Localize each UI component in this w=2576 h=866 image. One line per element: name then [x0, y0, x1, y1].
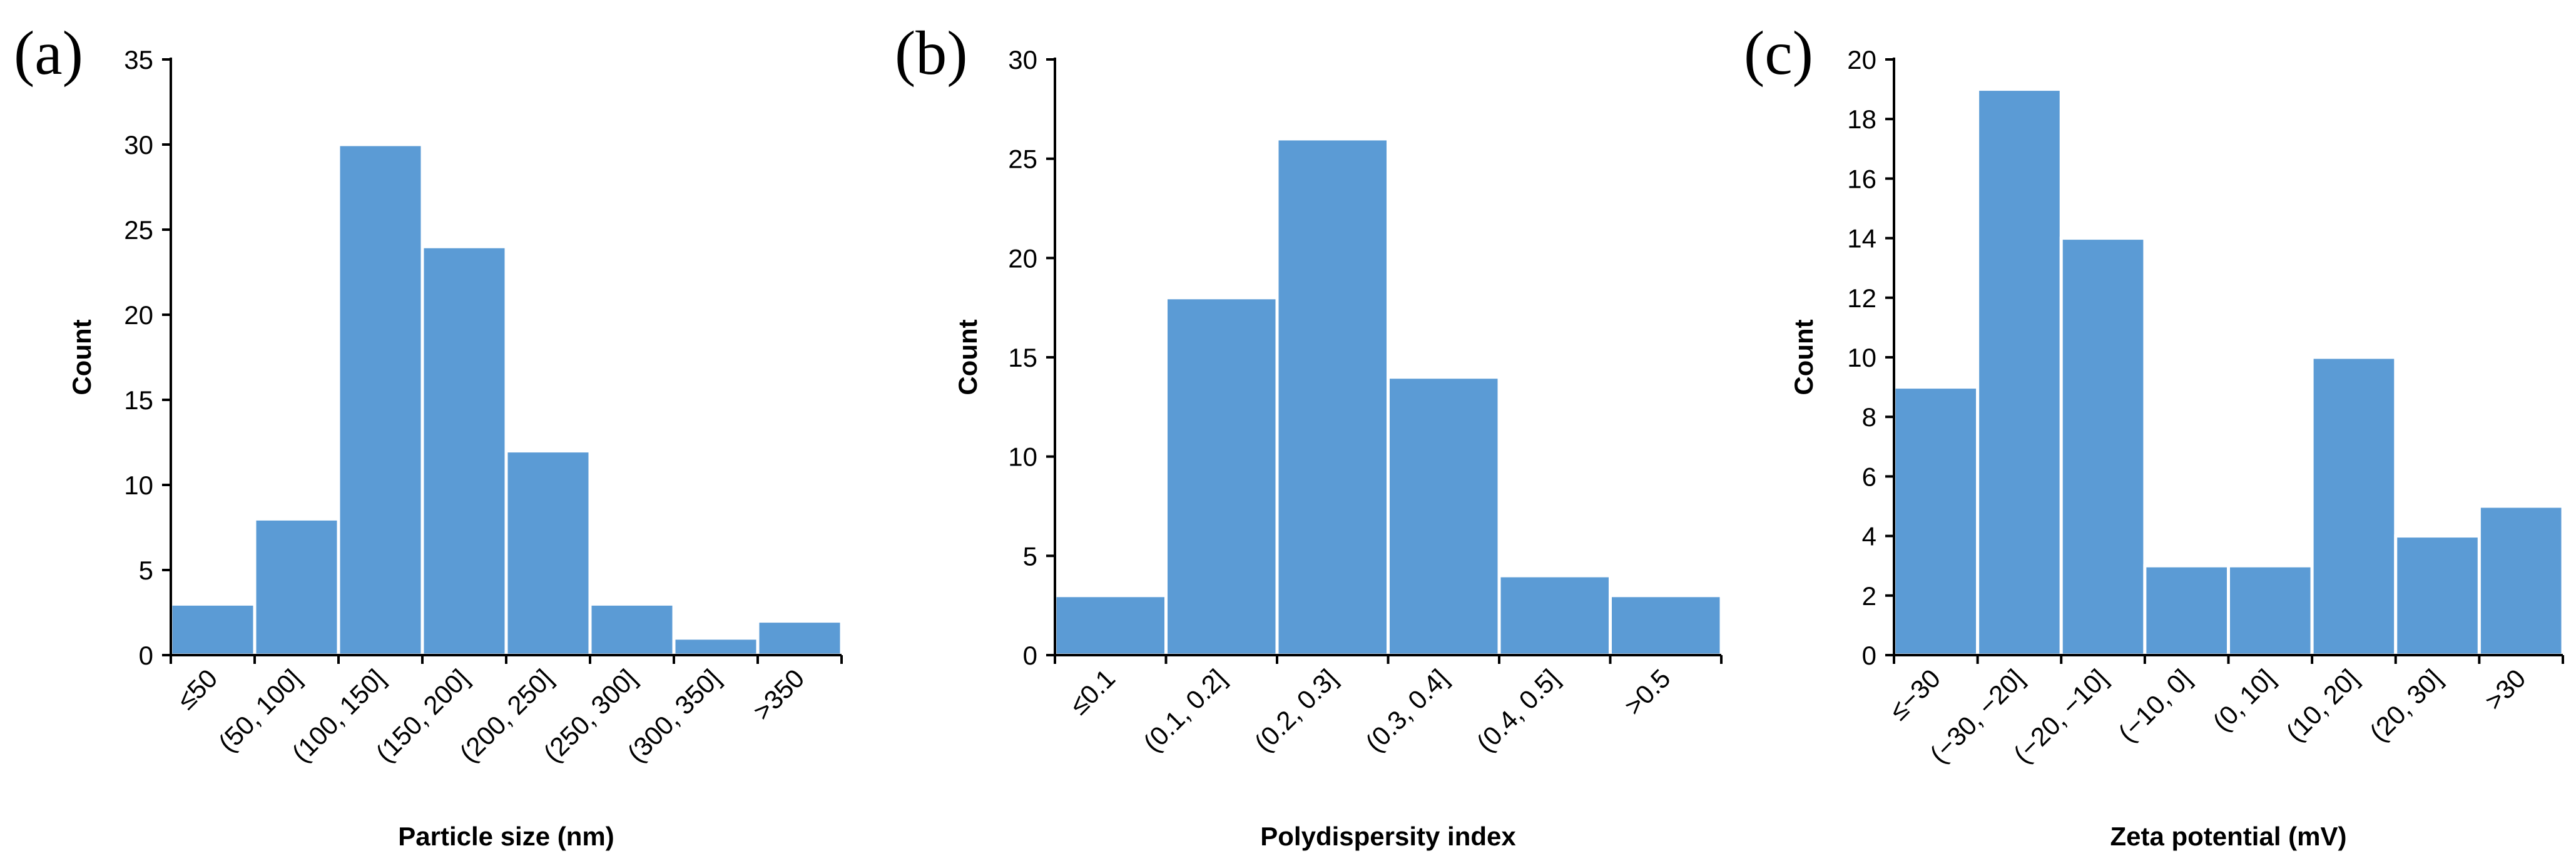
y-tick-label: 20: [1008, 243, 1037, 273]
y-tick-label: 20: [124, 300, 153, 330]
bar: [2227, 564, 2314, 657]
bar: [253, 517, 340, 657]
x-tick-label: (−10, 0]: [2112, 663, 2197, 748]
bar: [504, 449, 592, 657]
y-tick-label: 0: [1862, 641, 1876, 670]
y-tick-label: 4: [1862, 522, 1876, 551]
panel-label: (b): [895, 18, 968, 88]
y-tick-label: 14: [1847, 224, 1876, 253]
y-tick-label: 2: [1862, 581, 1876, 611]
bar: [1497, 574, 1612, 657]
y-tick-label: 0: [139, 641, 153, 670]
y-tick-label: 18: [1847, 104, 1876, 134]
y-tick-label: 0: [1023, 641, 1037, 670]
bar: [1387, 375, 1501, 657]
y-axis-title: Count: [67, 319, 96, 395]
y-axis-title: Count: [1789, 319, 1818, 395]
x-tick-label: >0.5: [1619, 663, 1676, 721]
bar: [169, 602, 257, 657]
bar: [420, 245, 508, 657]
bar: [672, 636, 760, 657]
bar: [1976, 88, 2063, 657]
y-tick-label: 15: [1008, 343, 1037, 372]
x-tick-label: (0.4, 0.5]: [1471, 663, 1565, 757]
bar: [1609, 594, 1723, 657]
y-tick-label: 25: [124, 215, 153, 245]
y-tick-label: 10: [1008, 442, 1037, 472]
panel-label: (a): [14, 18, 83, 88]
bar: [1053, 594, 1168, 657]
x-tick-label: (20, 30]: [2364, 663, 2448, 747]
x-tick-label: >350: [747, 663, 810, 726]
bar: [1275, 137, 1390, 657]
bar: [2394, 534, 2481, 657]
x-tick-label: (0.3, 0.4]: [1360, 663, 1453, 757]
y-tick-label: 5: [1023, 541, 1037, 571]
x-axis-title: Particle size (nm): [398, 822, 614, 851]
y-tick-label: 16: [1847, 164, 1876, 193]
x-tick-label: ≤−30: [1883, 663, 1946, 726]
y-tick-label: 5: [139, 556, 153, 585]
y-axis-title: Count: [953, 319, 982, 395]
y-tick-label: 35: [124, 45, 153, 74]
bar: [2143, 564, 2230, 657]
x-axis-title: Zeta potential (mV): [2110, 822, 2346, 851]
y-tick-label: 10: [124, 471, 153, 500]
x-tick-label: (0.2, 0.3]: [1249, 663, 1343, 757]
y-tick-label: 8: [1862, 402, 1876, 432]
y-tick-label: 15: [124, 385, 153, 415]
y-tick-label: 30: [1008, 45, 1037, 74]
y-tick-label: 6: [1862, 462, 1876, 491]
y-tick-label: 30: [124, 130, 153, 160]
panel-label: (c): [1744, 18, 1813, 88]
x-tick-label: ≤50: [171, 663, 223, 715]
bar: [337, 143, 424, 657]
bar: [2059, 237, 2147, 657]
x-tick-label: (0.1, 0.2]: [1138, 663, 1231, 757]
x-tick-label: (0, 10]: [2207, 663, 2280, 736]
x-axis-title: Polydispersity index: [1260, 822, 1516, 851]
y-tick-label: 25: [1008, 145, 1037, 174]
bar: [2477, 504, 2565, 657]
y-tick-label: 20: [1847, 45, 1876, 74]
x-tick-label: (300, 350]: [621, 663, 726, 768]
x-tick-label: ≤0.1: [1064, 663, 1121, 720]
bar: [2310, 355, 2398, 657]
x-tick-label: >30: [2479, 663, 2532, 716]
bar: [1892, 385, 1980, 657]
x-tick-label: (10, 20]: [2280, 663, 2364, 747]
y-tick-label: 10: [1847, 343, 1876, 372]
bar: [1164, 296, 1279, 657]
y-tick-label: 12: [1847, 283, 1876, 313]
bar: [588, 602, 676, 657]
bar: [756, 619, 843, 657]
